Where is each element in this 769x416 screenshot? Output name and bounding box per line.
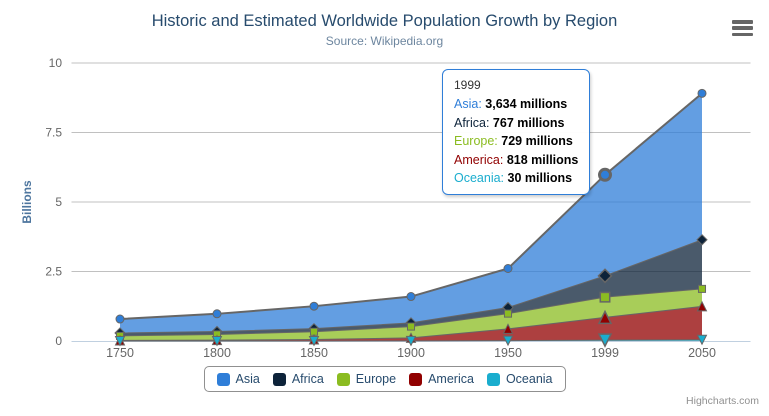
- tooltip-value: 3,634 millions: [485, 97, 568, 111]
- tooltip-value: 729 millions: [501, 134, 573, 149]
- x-axis-label: 1999: [591, 346, 619, 360]
- tooltip-series-name: Asia:: [454, 97, 482, 111]
- marker-asia-1750[interactable]: [115, 314, 125, 324]
- tooltip-value: 30 millions: [507, 171, 573, 186]
- y-axis-label: 0: [55, 334, 62, 348]
- tooltip-value: 818 millions: [506, 152, 579, 167]
- tooltip-row: Africa: 767 millions: [454, 114, 578, 133]
- x-axis-label: 1800: [203, 346, 231, 360]
- tooltip-series-name: Oceania:: [454, 171, 505, 186]
- marker-oceania-1900[interactable]: [405, 335, 417, 347]
- legend-label: Oceania: [505, 372, 553, 386]
- legend-item-africa[interactable]: Africa: [272, 372, 324, 386]
- tooltip-row: Asia: 3,634 millions: [454, 95, 578, 114]
- marker-america-1999[interactable]: [597, 309, 613, 325]
- legend-item-america[interactable]: America: [409, 372, 474, 386]
- y-axis-label: 7.5: [45, 126, 62, 140]
- tooltip-value: 767 millions: [492, 115, 565, 130]
- tooltip-row: America: 818 millions: [454, 151, 578, 170]
- chart-subtitle: Source: Wikipedia.org: [325, 34, 444, 48]
- y-axis-title: Billions: [20, 180, 34, 224]
- series-area-america[interactable]: [120, 306, 702, 341]
- marker-oceania-2050[interactable]: [696, 334, 708, 346]
- credits-link[interactable]: Highcharts.com: [686, 395, 759, 407]
- legend-swatch-america: [409, 372, 423, 386]
- tooltip: 1999 Asia: 3,634 millions Africa: 767 mil…: [442, 69, 591, 195]
- legend-item-europe[interactable]: Europe: [336, 372, 397, 386]
- marker-europe-2050[interactable]: [697, 284, 707, 293]
- marker-asia-2050[interactable]: [697, 88, 707, 98]
- y-axis-label: 10: [49, 56, 63, 70]
- tooltip-row: Oceania: 30 millions: [454, 169, 578, 188]
- x-axis-label: 1950: [494, 346, 522, 360]
- marker-asia-1900[interactable]: [406, 292, 416, 302]
- tooltip-rows: Asia: 3,634 millions Africa: 767 millions…: [454, 95, 578, 188]
- marker-oceania-1800[interactable]: [211, 335, 223, 347]
- marker-asia-1850[interactable]: [309, 301, 319, 311]
- x-axis-label: 1750: [106, 346, 134, 360]
- marker-africa-2050[interactable]: [696, 234, 708, 246]
- x-axis-label: 2050: [688, 346, 716, 360]
- marker-america-2050[interactable]: [696, 300, 708, 312]
- tooltip-header: 1999: [454, 78, 481, 92]
- marker-oceania-1999[interactable]: [597, 333, 613, 348]
- marker-europe-1999[interactable]: [599, 291, 611, 303]
- marker-asia-1800[interactable]: [212, 309, 222, 319]
- hamburger-icon: [732, 32, 753, 36]
- marker-america-1950[interactable]: [502, 323, 514, 334]
- tooltip-series-name: Europe:: [454, 134, 498, 149]
- hamburger-icon: [732, 26, 753, 30]
- legend-label: America: [428, 372, 474, 386]
- legend-label: Europe: [355, 372, 397, 386]
- marker-europe-1950[interactable]: [503, 309, 513, 318]
- legend-label: Africa: [291, 372, 324, 386]
- marker-asia-1950[interactable]: [503, 264, 513, 273]
- chart-title: Historic and Estimated Worldwide Populat…: [151, 12, 618, 30]
- hamburger-icon: [732, 20, 753, 24]
- legend: Asia Africa Europe America Oceania: [203, 366, 566, 392]
- legend-swatch-asia: [216, 372, 230, 386]
- series-area-africa[interactable]: [120, 239, 702, 336]
- y-axis-label: 5: [55, 195, 62, 209]
- marker-europe-1900[interactable]: [406, 322, 416, 331]
- legend-swatch-oceania: [486, 372, 500, 386]
- x-axis-label: 1850: [300, 346, 328, 360]
- legend-label: Asia: [235, 372, 260, 386]
- export-menu-button[interactable]: [732, 20, 753, 36]
- marker-oceania-1750[interactable]: [114, 335, 126, 347]
- legend-swatch-africa: [272, 372, 286, 386]
- legend-swatch-europe: [336, 372, 350, 386]
- y-axis-label: 2.5: [45, 265, 62, 279]
- legend-item-asia[interactable]: Asia: [216, 372, 260, 386]
- tooltip-series-name: Africa:: [454, 115, 490, 130]
- legend-item-oceania[interactable]: Oceania: [486, 372, 553, 386]
- marker-oceania-1950[interactable]: [502, 335, 514, 347]
- tooltip-row: Europe: 729 millions: [454, 132, 578, 151]
- series-area-asia[interactable]: [120, 93, 702, 333]
- marker-oceania-1850[interactable]: [308, 335, 320, 347]
- marker-africa-1999[interactable]: [597, 268, 613, 284]
- x-axis-label: 1900: [397, 346, 425, 360]
- marker-asia-1999[interactable]: [598, 167, 612, 182]
- tooltip-series-name: America:: [454, 152, 504, 167]
